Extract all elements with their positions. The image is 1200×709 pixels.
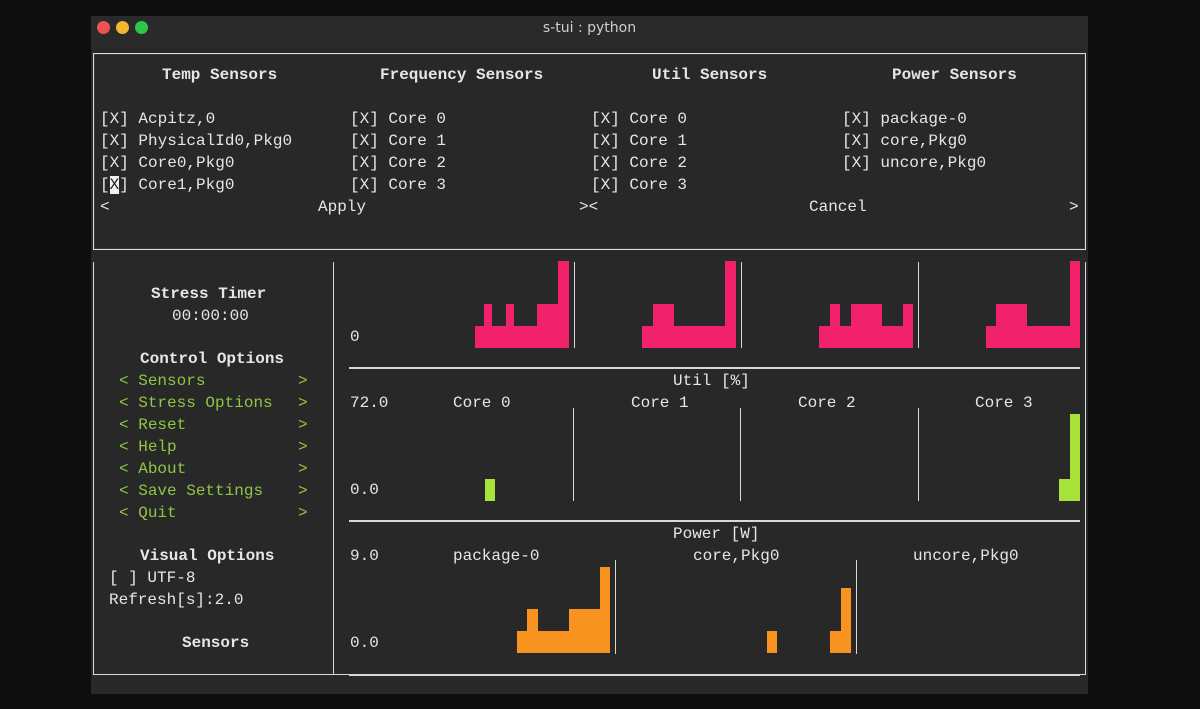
- freq-sensor-checkbox[interactable]: [X] Core 0: [350, 110, 447, 128]
- util-graph-divider: [918, 408, 919, 501]
- zoom-window-button[interactable]: [135, 21, 148, 34]
- visual-options-title: Visual Options: [140, 547, 275, 565]
- util-series-core-3: Core 3: [975, 394, 1033, 412]
- frequency-sensors-header: Frequency Sensors: [380, 66, 544, 84]
- button-divider: ><: [579, 198, 599, 216]
- power-graph-title: Power [W]: [673, 525, 760, 543]
- sidebar-divider: [333, 262, 334, 675]
- util-sensor-checkbox[interactable]: [X] Core 1: [591, 132, 688, 150]
- temp-sensors-header: Temp Sensors: [162, 66, 278, 84]
- title-bar: s-tui : python: [91, 16, 1088, 48]
- sidebar-footer-title: Sensors: [182, 634, 250, 652]
- power-graph-bottom-rule: [349, 674, 1080, 676]
- power-sensor-checkbox[interactable]: [X] core,Pkg0: [842, 132, 967, 150]
- power-sensor-checkbox[interactable]: [X] uncore,Pkg0: [842, 154, 987, 172]
- power-series-package-0: package-0: [453, 547, 540, 565]
- focus-cursor: X: [109, 176, 120, 194]
- util-sensor-checkbox[interactable]: [X] Core 2: [591, 154, 688, 172]
- apply-button[interactable]: Apply: [318, 198, 367, 216]
- cancel-button[interactable]: Cancel: [809, 198, 867, 216]
- util-bar-core-0: [485, 479, 495, 501]
- temp-sensor-checkbox[interactable]: [X] Core0,Pkg0: [100, 154, 235, 172]
- window-title: s-tui : python: [542, 20, 637, 36]
- menu-item-quit[interactable]: < Quit >: [119, 504, 308, 522]
- freq-y-min-label: 0: [350, 328, 360, 346]
- close-window-button[interactable]: [97, 21, 110, 34]
- util-graph-divider: [740, 408, 741, 501]
- freq-sensor-checkbox[interactable]: [X] Core 2: [350, 154, 447, 172]
- temp-sensor-checkbox-focused[interactable]: [X] Core1,Pkg0: [100, 176, 235, 194]
- power-sensor-checkbox[interactable]: [X] package-0: [842, 110, 967, 128]
- util-sensors-header: Util Sensors: [652, 66, 768, 84]
- freq-graph-bottom-rule: [349, 367, 1080, 369]
- frame-left-border: [93, 262, 94, 675]
- menu-item-reset[interactable]: < Reset >: [119, 416, 308, 434]
- util-sensor-checkbox[interactable]: [X] Core 3: [591, 176, 688, 194]
- power-series-uncore-pkg0: uncore,Pkg0: [913, 547, 1019, 565]
- temp-sensor-checkbox[interactable]: [X] Acpitz,0: [100, 110, 216, 128]
- freq-sensor-checkbox[interactable]: [X] Core 3: [350, 176, 447, 194]
- util-series-core-0: Core 0: [453, 394, 511, 412]
- util-graph-bottom-rule: [349, 520, 1080, 522]
- power-y-max-label: 9.0: [350, 547, 379, 565]
- frame-right-border: [1085, 262, 1086, 675]
- util-bar-core-3: [1070, 414, 1080, 479]
- util-sensor-checkbox[interactable]: [X] Core 0: [591, 110, 688, 128]
- freq-graph-divider: [574, 262, 575, 348]
- cancel-right-bracket: >: [1069, 198, 1079, 216]
- util-bar-core-3: [1059, 479, 1080, 501]
- power-sensors-header: Power Sensors: [892, 66, 1017, 84]
- freq-graph-divider: [918, 262, 919, 348]
- utf8-checkbox[interactable]: [ ] UTF-8: [109, 569, 196, 587]
- terminal-window: s-tui : python Temp Sensors Frequency Se…: [91, 16, 1088, 694]
- apply-left-bracket: <: [100, 198, 110, 216]
- menu-item-help[interactable]: < Help >: [119, 438, 308, 456]
- power-y-min-label: 0.0: [350, 634, 379, 652]
- stress-timer-title: Stress Timer: [151, 285, 267, 303]
- sensors-dialog: [93, 53, 1086, 250]
- util-series-core-1: Core 1: [631, 394, 689, 412]
- util-graph-title: Util [%]: [673, 372, 750, 390]
- menu-item-stress-options[interactable]: < Stress Options >: [119, 394, 308, 412]
- util-y-max-label: 72.0: [350, 394, 389, 412]
- control-options-title: Control Options: [140, 350, 285, 368]
- stress-timer-value: 00:00:00: [172, 307, 249, 325]
- refresh-rate-field[interactable]: Refresh[s]:2.0: [109, 591, 244, 609]
- menu-item-save-settings[interactable]: < Save Settings >: [119, 482, 308, 500]
- menu-item-about[interactable]: < About >: [119, 460, 308, 478]
- menu-item-sensors[interactable]: < Sensors >: [119, 372, 308, 390]
- util-series-core-2: Core 2: [798, 394, 856, 412]
- util-graph-divider: [573, 408, 574, 501]
- freq-graph-divider: [741, 262, 742, 348]
- minimize-window-button[interactable]: [116, 21, 129, 34]
- power-graph-divider: [856, 560, 857, 654]
- freq-sensor-checkbox[interactable]: [X] Core 1: [350, 132, 447, 150]
- util-y-min-label: 0.0: [350, 481, 379, 499]
- power-series-core-pkg0: core,Pkg0: [693, 547, 780, 565]
- temp-sensor-checkbox[interactable]: [X] PhysicalId0,Pkg0: [100, 132, 293, 150]
- power-graph-divider: [615, 560, 616, 654]
